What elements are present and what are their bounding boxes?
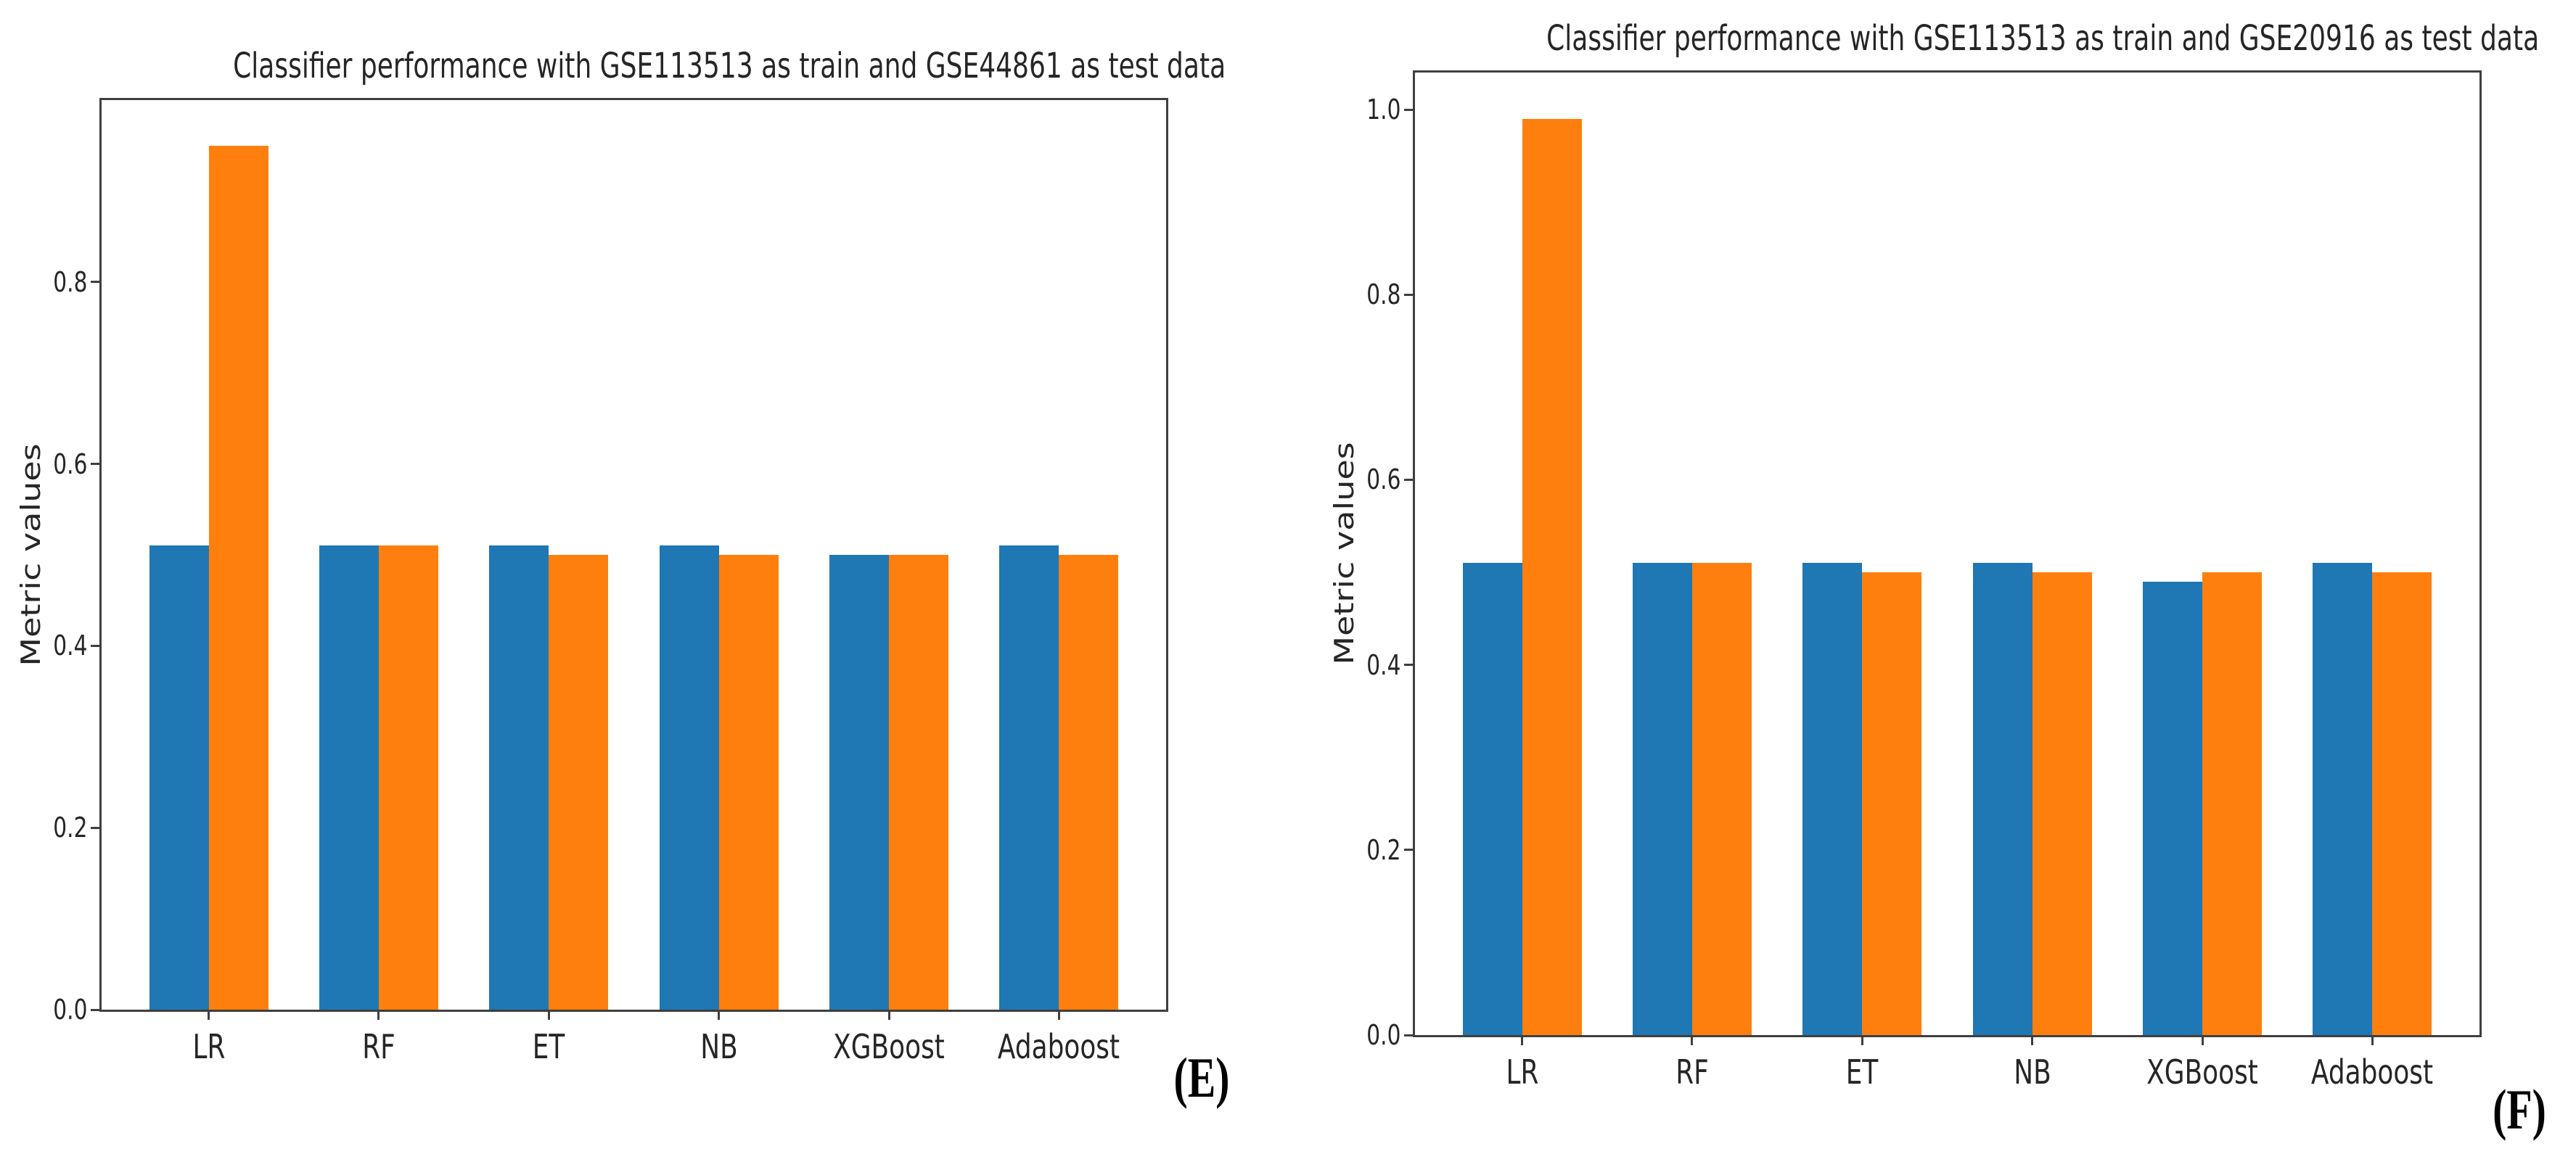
x-tick-mark [1691, 1035, 1694, 1045]
x-tick-mark [2201, 1035, 2204, 1045]
plot-area: 0.0 0.2 0.4 0.6 0.8 1.0 LR RF ET NB XGBoost Adaboos… [1366, 70, 2482, 1092]
chart-title: Classifier performance with GSE113513 as… [1546, 18, 2540, 59]
bar-orange-Adaboost [1059, 555, 1119, 1010]
x-tick-label: NB [700, 1027, 738, 1066]
y-tick-label: 0.4 [1366, 648, 1400, 681]
bar-orange-ET [549, 555, 609, 1010]
y-tick-mark [91, 826, 102, 829]
x-tick-mark [2371, 1035, 2374, 1045]
x-tick-label: ET [1846, 1052, 1879, 1092]
bar-blue-Adaboost [999, 545, 1059, 1010]
x-tick-label: ET [533, 1027, 565, 1066]
bar-orange-Adaboost [2372, 572, 2432, 1035]
x-tick-mark [887, 1010, 890, 1020]
bar-blue-Adaboost [2313, 563, 2373, 1035]
y-tick-label: 0.6 [1366, 463, 1400, 496]
bar-blue-NB [659, 545, 719, 1010]
y-tick-label: 0.6 [52, 448, 87, 480]
y-tick-mark [91, 644, 102, 647]
bar-orange-NB [2032, 572, 2092, 1035]
y-tick-label: 0.0 [52, 994, 87, 1026]
figure-label: (F) [2493, 1078, 2546, 1141]
chart-title: Classifier performance with GSE113513 as… [233, 46, 1226, 86]
x-tick-mark [2031, 1035, 2034, 1045]
bar-orange-RF [378, 545, 438, 1010]
x-tick-mark [1057, 1010, 1060, 1020]
x-tick-mark [1521, 1035, 1524, 1045]
y-tick-mark [1404, 293, 1415, 296]
x-tick-label: XGBoost [2146, 1052, 2258, 1092]
y-tick-mark [91, 463, 102, 466]
y-tick-label: 0.4 [52, 630, 87, 662]
bar-blue-XGBoost [829, 555, 889, 1010]
x-tick-label: Adaboost [998, 1027, 1120, 1066]
bar-blue-RF [319, 545, 379, 1010]
y-tick-label: 0.2 [1366, 833, 1400, 866]
y-tick-label: 0.8 [1366, 279, 1400, 311]
x-tick-label: Adaboost [2311, 1052, 2434, 1092]
x-tick-label: RF [1675, 1052, 1709, 1092]
bar-orange-LR [1522, 118, 1582, 1035]
x-tick-mark [208, 1010, 210, 1020]
x-tick-mark [377, 1010, 380, 1020]
bar-orange-RF [1691, 563, 1752, 1035]
bar-orange-NB [718, 555, 779, 1010]
bar-blue-NB [1972, 563, 2033, 1035]
bar-orange-LR [208, 145, 268, 1010]
x-tick-label: NB [2013, 1052, 2051, 1092]
bar-blue-ET [489, 545, 549, 1010]
y-tick-mark [1404, 108, 1415, 111]
x-tick-label: LR [1506, 1052, 1539, 1092]
y-tick-mark [91, 281, 102, 284]
y-tick-label: 0.2 [52, 812, 87, 844]
x-tick-mark [718, 1010, 721, 1020]
y-tick-mark [91, 1008, 102, 1011]
x-tick-label: LR [192, 1027, 226, 1066]
bar-blue-LR [1462, 563, 1522, 1035]
y-tick-label: 0.8 [52, 265, 87, 298]
y-axis-label: Metric values [15, 443, 46, 667]
y-axis-label: Metric values [1328, 442, 1360, 665]
bar-blue-XGBoost [2142, 581, 2202, 1035]
x-tick-label: RF [362, 1027, 395, 1066]
x-tick-label: XGBoost [833, 1027, 945, 1066]
plot-area: 0.0 0.2 0.4 0.6 0.8 LR RF ET NB XGBoost Adaboost [53, 98, 1168, 1066]
bar-blue-RF [1632, 563, 1692, 1035]
bar-blue-ET [1802, 563, 1863, 1035]
y-tick-label: 1.0 [1366, 94, 1400, 126]
y-tick-mark [1404, 1034, 1415, 1036]
bar-orange-ET [1862, 572, 1922, 1035]
y-tick-mark [1404, 664, 1415, 667]
y-tick-label: 0.0 [1366, 1019, 1400, 1051]
y-tick-mark [1404, 849, 1415, 852]
bar-orange-XGBoost [889, 555, 949, 1010]
x-tick-mark [547, 1010, 550, 1020]
y-tick-mark [1404, 478, 1415, 481]
bar-orange-XGBoost [2202, 572, 2263, 1035]
x-tick-mark [1861, 1035, 1863, 1045]
figure-label: (E) [1173, 1046, 1230, 1109]
bar-blue-LR [149, 545, 209, 1010]
